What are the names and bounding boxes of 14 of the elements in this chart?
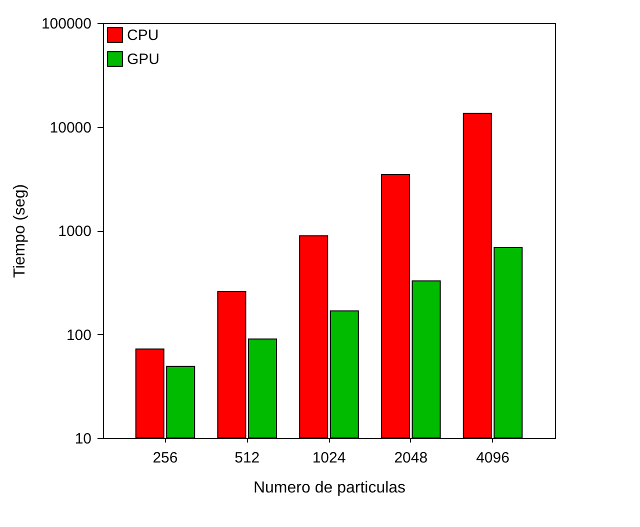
y-tick-label: 10 [74, 430, 92, 448]
legend-label: GPU [127, 51, 160, 68]
y-tick-label: 10000 [50, 119, 92, 136]
y-tick-label: 100 [66, 326, 92, 344]
x-tick-label: 4096 [476, 450, 510, 466]
y-axis-title: Tiempo (seg) [11, 184, 28, 278]
y-tick-label: 1000 [58, 223, 92, 240]
x-tick-label: 1024 [312, 450, 346, 466]
x-axis-title: Numero de particulas [253, 480, 406, 496]
legend-label: CPU [127, 27, 159, 44]
x-tick-label: 256 [152, 450, 178, 466]
x-tick-label: 2048 [394, 450, 428, 466]
x-tick-label: 512 [234, 450, 260, 466]
y-tick-label: 100000 [41, 16, 92, 32]
